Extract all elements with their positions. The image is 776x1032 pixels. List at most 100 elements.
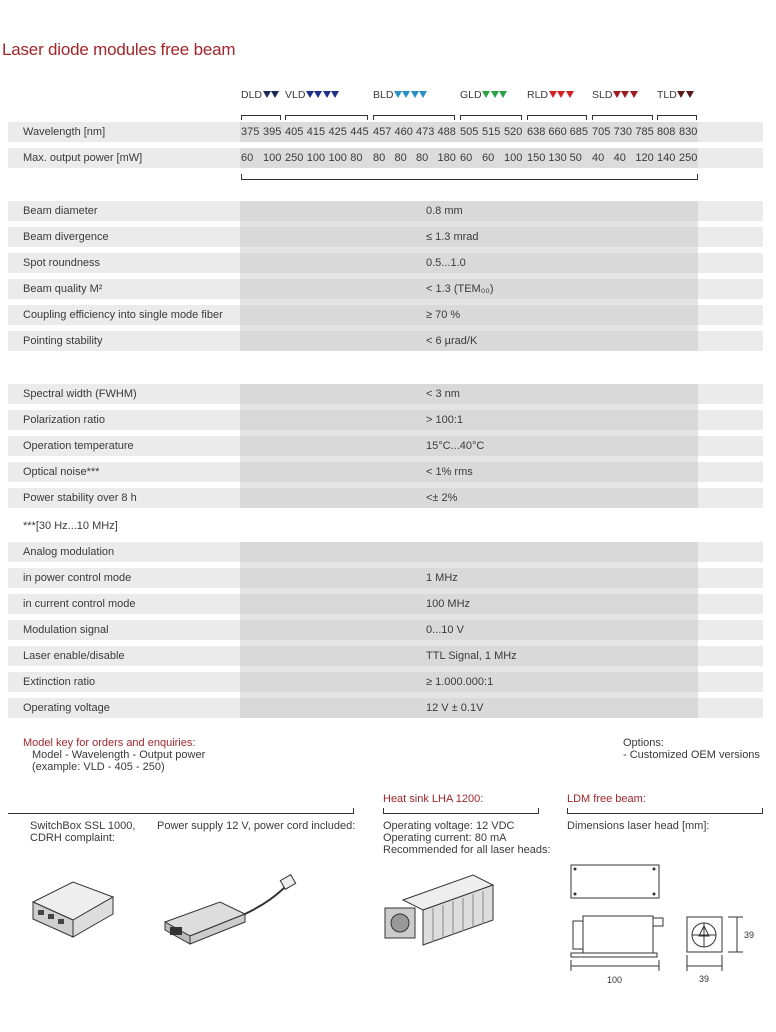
wavelength-value: 785: [635, 126, 654, 138]
value-cell: [240, 646, 698, 666]
value-cell: [240, 305, 698, 325]
family-name: BLD: [373, 89, 394, 101]
triangle-icon: [490, 91, 499, 98]
family-powers: 250 100 100 80: [285, 152, 372, 164]
spec-label: Beam quality M²: [23, 283, 103, 295]
switchbox-caption: SwitchBox SSL 1000, CDRH complaint:: [30, 820, 135, 844]
model-key-example: (example: VLD - 405 - 250): [32, 761, 165, 773]
power-value: 80: [350, 152, 363, 164]
options: Options: - Customized OEM versions: [623, 737, 760, 761]
heatsink-image: [384, 874, 495, 946]
model-key: Model key for orders and enquiries: Mode…: [23, 737, 205, 773]
family-powers: 60 100: [241, 152, 285, 164]
family-header-tld: TLD: [657, 89, 694, 101]
power-value: 250: [679, 152, 698, 164]
beam-band: [240, 201, 698, 351]
wavelength-value: 425: [328, 126, 347, 138]
spec-label: Extinction ratio: [23, 676, 96, 688]
power-value: 140: [657, 152, 676, 164]
spec-value: 1 MHz: [426, 572, 458, 584]
spec-row: Power stability over 8 h <± 2%: [8, 488, 763, 508]
dim-width: 39: [699, 974, 709, 984]
power-value: 130: [548, 152, 567, 164]
family-wavelengths: 808 830: [657, 126, 701, 138]
spec-row: Beam diameter 0.8 mm: [8, 201, 763, 221]
triangle-icon: [331, 91, 340, 98]
triangle-icon: [621, 91, 630, 98]
power-value: 60: [482, 152, 495, 164]
wavelength-value: 520: [504, 126, 523, 138]
family-header-vld: VLD: [285, 89, 340, 101]
spec-row: Spot roundness 0.5...1.0: [8, 253, 763, 273]
wavelength-value: 808: [657, 126, 676, 138]
dim-length: 100: [607, 975, 622, 985]
spec-row: Modulation signal 0...10 V: [8, 620, 763, 640]
family-powers: 60 60 100: [460, 152, 526, 164]
triangle-icon: [419, 91, 428, 98]
row-label: Wavelength [nm]: [23, 126, 106, 138]
page-title: Laser diode modules free beam: [2, 40, 236, 59]
spec-value: < 1% rms: [426, 466, 473, 478]
spec-row: Operating voltage 12 V ± 0.1V: [8, 698, 763, 718]
family-bracket: [657, 115, 697, 120]
spec-row: Beam divergence ≤ 1.3 mrad: [8, 227, 763, 247]
power-value: 40: [613, 152, 626, 164]
power-supply-caption: Power supply 12 V, power cord included:: [157, 820, 356, 832]
triangle-icon: [565, 91, 574, 98]
wavelength-value: 457: [373, 126, 392, 138]
spec-row: Laser enable/disable TTL Signal, 1 MHz: [8, 646, 763, 666]
spec-value: 100 MHz: [426, 598, 471, 610]
family-powers: 140 250: [657, 152, 701, 164]
spec-label: Coupling efficiency into single mode fib…: [23, 309, 223, 321]
spec-label: Optical noise***: [23, 466, 100, 478]
options-item: - Customized OEM versions: [623, 749, 760, 761]
spec-value: ≥ 1.000.000:1: [426, 676, 494, 688]
power-value: 180: [437, 152, 456, 164]
model-key-format: Model - Wavelength - Output power: [32, 749, 206, 761]
family-wavelengths: 505 515 520: [460, 126, 526, 138]
wavelength-row: Wavelength [nm] 375 395 405 415 425 445 457 460…: [8, 122, 763, 142]
family-name: GLD: [460, 89, 482, 101]
family-header-bld: BLD: [373, 89, 428, 101]
value-cell: [240, 279, 698, 299]
spec-label: Spectral width (FWHM): [23, 388, 137, 400]
power-value: 60: [460, 152, 473, 164]
spec-value: ≥ 70 %: [426, 309, 461, 321]
triangle-icon: [262, 91, 271, 98]
family-wavelengths: 405 415 425 445: [285, 126, 372, 138]
spec-value: 12 V ± 0.1V: [426, 702, 484, 714]
triangle-icon: [629, 91, 638, 98]
divider: [383, 808, 539, 814]
power-value: 150: [527, 152, 546, 164]
family-header-sld: SLD: [592, 89, 638, 101]
value-cell: [240, 542, 698, 562]
family-name: TLD: [657, 89, 677, 101]
spec-row: Spectral width (FWHM) < 3 nm: [8, 384, 763, 404]
triangle-icon: [499, 91, 508, 98]
power-value: 50: [569, 152, 582, 164]
spec-value: 0...10 V: [426, 624, 464, 636]
value-cell: [240, 201, 698, 221]
value-cell: [240, 568, 698, 588]
power-value: 100: [306, 152, 326, 164]
family-name: SLD: [592, 89, 613, 101]
power-value: 100: [328, 152, 347, 164]
triangle-icon: [305, 91, 314, 98]
spec-row: Polarization ratio > 100:1: [8, 410, 763, 430]
wavelength-value: 705: [592, 126, 611, 138]
spec-label: Laser enable/disable: [23, 650, 125, 662]
spec-value: <± 2%: [426, 492, 458, 504]
all-families-bracket: [241, 174, 698, 180]
wavelength-value: 445: [350, 126, 369, 138]
triangle-icon: [677, 91, 686, 98]
family-powers: 40 40 120: [592, 152, 657, 164]
family-header-rld: RLD: [527, 89, 574, 101]
ldm-heading: LDM free beam:: [567, 793, 646, 805]
wavelength-value: 415: [306, 126, 326, 138]
value-cell: [240, 227, 698, 247]
wavelength-value: 488: [437, 126, 456, 138]
model-key-heading: Model key for orders and enquiries:: [23, 737, 196, 749]
spec-label: in power control mode: [23, 572, 132, 584]
spec-value: ≤ 1.3 mrad: [426, 231, 479, 243]
wavelength-value: 395: [263, 126, 282, 138]
